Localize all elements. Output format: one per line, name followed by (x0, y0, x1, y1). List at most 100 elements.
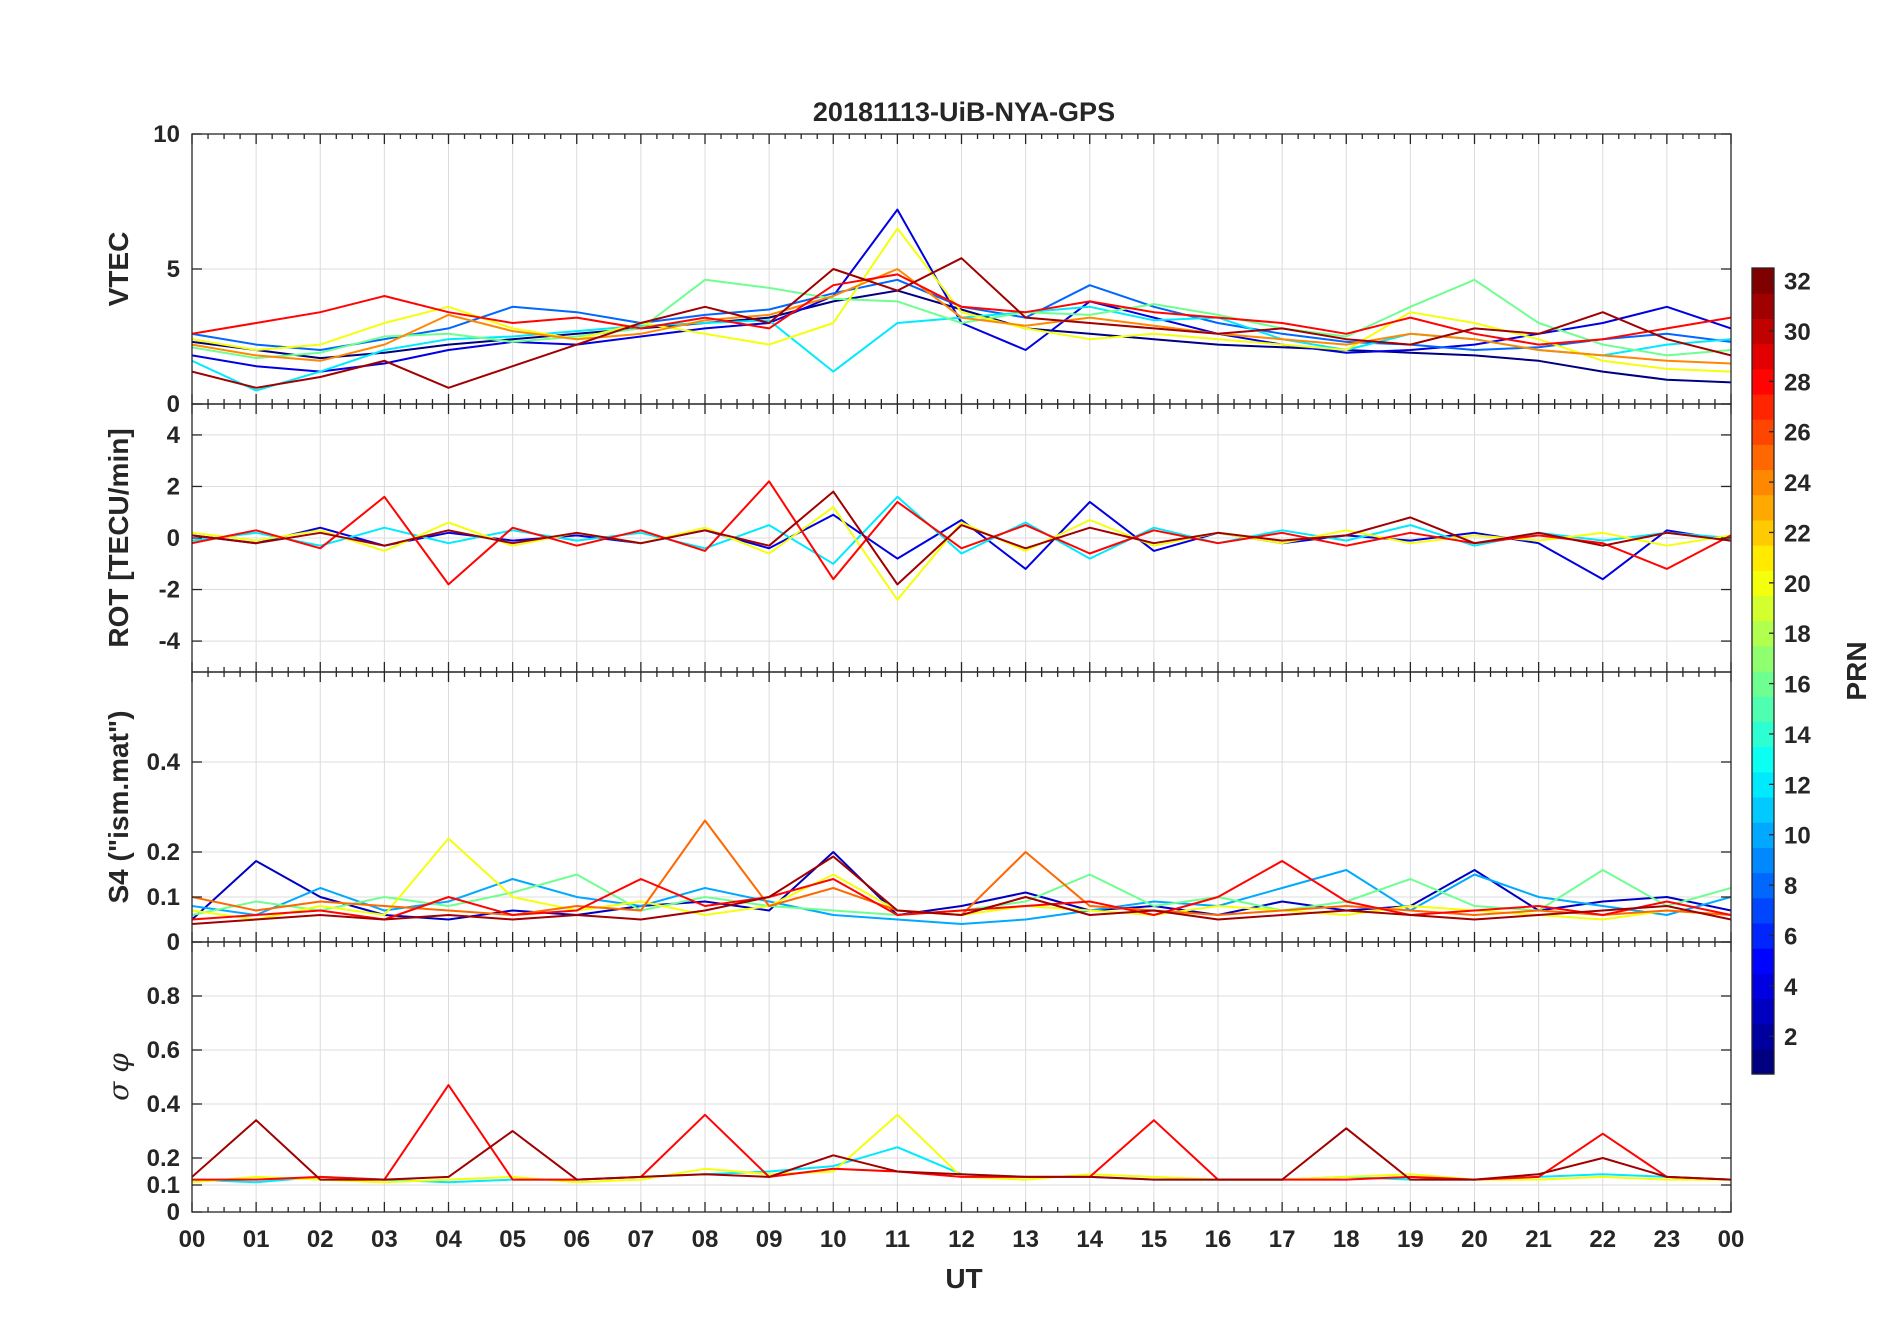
series-prn-28 (192, 273, 1731, 346)
y-tick-label: 0.8 (147, 983, 180, 1010)
colorbar-segment (1752, 595, 1774, 622)
colorbar-segment (1752, 393, 1774, 420)
x-tick-label: 00 (179, 1226, 206, 1253)
y-tick-label: 10 (153, 121, 180, 148)
colorbar-tick-label: 12 (1784, 772, 1811, 799)
series-prn-28 (192, 860, 1731, 921)
x-tick-label: 19 (1397, 1226, 1424, 1253)
series-group (192, 819, 1731, 925)
colorbar-tick-label: 6 (1784, 923, 1797, 950)
series-prn-24 (192, 268, 1731, 365)
x-tick-label: 12 (948, 1226, 975, 1253)
x-tick-label: 06 (563, 1226, 590, 1253)
colorbar-segment (1752, 645, 1774, 672)
colorbar-tick-label: 20 (1784, 571, 1811, 598)
y-tick-label: -4 (159, 628, 181, 655)
x-tick-label: 09 (756, 1226, 783, 1253)
y-tick-label: 0 (167, 391, 180, 418)
y-tick-label: 0.1 (147, 1172, 180, 1199)
y-tick-label: 5 (167, 256, 180, 283)
x-tick-label: 23 (1654, 1226, 1681, 1253)
colorbar-segment (1752, 948, 1774, 974)
series-prn-12 (192, 495, 1731, 565)
y-tick-label: 0 (167, 929, 180, 956)
x-tick-label: 21 (1525, 1226, 1552, 1253)
y-axis-label-s4: S4 ("ism.mat") (103, 710, 134, 903)
colorbar-segment (1752, 570, 1774, 597)
x-tick-label: 03 (371, 1226, 398, 1253)
colorbar-tick-label: 22 (1784, 520, 1811, 547)
chart-title: 20181113-UiB-NYA-GPS (813, 97, 1115, 127)
colorbar-segment (1752, 318, 1774, 345)
colorbar-segment (1752, 519, 1774, 546)
x-tick-label: 01 (243, 1226, 270, 1253)
x-tick-label: 10 (820, 1226, 847, 1253)
panel-vtec: 0 5 10 VTEC (103, 121, 1732, 418)
panel-sigma_phi: 00.10.2 0.4 0.6 0.8 σ φ (102, 941, 1732, 1226)
x-tick-labels: 00 01 02 03 04 05 06 07 08 09 10 11 12 13 14 15 16 17 18 19… (179, 1226, 1745, 1253)
colorbar-tick-label: 26 (1784, 420, 1811, 447)
colorbar-segment (1752, 1023, 1774, 1050)
y-tick-label: 0.2 (147, 1145, 180, 1172)
colorbar-segment (1752, 620, 1774, 647)
colorbar-label: PRN (1841, 641, 1872, 700)
colorbar-segment (1752, 545, 1774, 571)
colorbar-tick-label: 14 (1784, 722, 1811, 749)
colorbar-segment (1752, 1048, 1774, 1075)
x-tick-label: 11 (885, 1226, 910, 1253)
x-tick-label: 05 (499, 1226, 526, 1253)
y-tick-label: 0.4 (147, 1091, 181, 1118)
colorbar-segment (1752, 973, 1774, 1000)
colorbar-segment (1752, 268, 1774, 294)
series-group (192, 1084, 1731, 1184)
colorbar-tick-label: 8 (1784, 873, 1797, 900)
y-tick-label: -2 (159, 577, 180, 604)
x-tick-label: 02 (307, 1226, 334, 1253)
colorbar-tick-label: 24 (1784, 470, 1811, 497)
colorbar-segment (1752, 771, 1774, 798)
series-prn-31 (192, 490, 1731, 586)
x-tick-label: 16 (1205, 1226, 1232, 1253)
colorbar-segment (1752, 419, 1774, 445)
x-tick-label: 13 (1012, 1226, 1039, 1253)
x-tick-label: 14 (1076, 1226, 1103, 1253)
panel-rot: -4 -2 0 2 4 ROT [TECU/min] (103, 403, 1732, 673)
y-tick-label: 0.4 (147, 749, 181, 776)
panel-s4: 0 0.1 0.2 0.4 S4 ("ism.mat") (103, 671, 1732, 956)
x-tick-label: 00 (1718, 1226, 1745, 1253)
series-prn-3 (192, 851, 1731, 921)
colorbar-segment (1752, 822, 1774, 848)
y-tick-label: 0.6 (147, 1037, 180, 1064)
x-tick-label: 04 (435, 1226, 462, 1253)
x-tick-label: 22 (1589, 1226, 1616, 1253)
colorbar-tick-label: 32 (1784, 269, 1811, 296)
y-axis-label-rot: ROT [TECU/min] (103, 428, 134, 647)
series-prn-16 (192, 278, 1731, 360)
x-tick-label: 15 (1141, 1226, 1168, 1253)
colorbar-tick-label: 2 (1784, 1024, 1797, 1051)
series-prn-10 (192, 869, 1731, 925)
colorbar-segment (1752, 293, 1774, 319)
colorbar-segment (1752, 469, 1774, 496)
colorbar-segment (1752, 897, 1774, 924)
y-tick-label: 2 (167, 473, 180, 500)
series-prn-20 (192, 506, 1731, 601)
colorbar-tick-label: 30 (1784, 319, 1811, 346)
colorbar-segment (1752, 847, 1774, 874)
x-tick-label: 07 (628, 1226, 655, 1253)
x-tick-label: 08 (692, 1226, 719, 1253)
colorbar-segment (1752, 922, 1774, 949)
y-tick-label: 0.2 (147, 839, 180, 866)
y-tick-label: 0.1 (147, 884, 180, 911)
x-tick-label: 17 (1269, 1226, 1296, 1253)
x-axis-label: UT (945, 1263, 982, 1294)
colorbar-tick-label: 4 (1784, 974, 1798, 1001)
colorbar-tick-label: 18 (1784, 621, 1811, 648)
colorbar-segment (1752, 696, 1774, 722)
colorbar-segment (1752, 746, 1774, 773)
y-tick-label: 0 (167, 525, 180, 552)
colorbar-segment (1752, 671, 1774, 697)
colorbar-segment (1752, 368, 1774, 395)
